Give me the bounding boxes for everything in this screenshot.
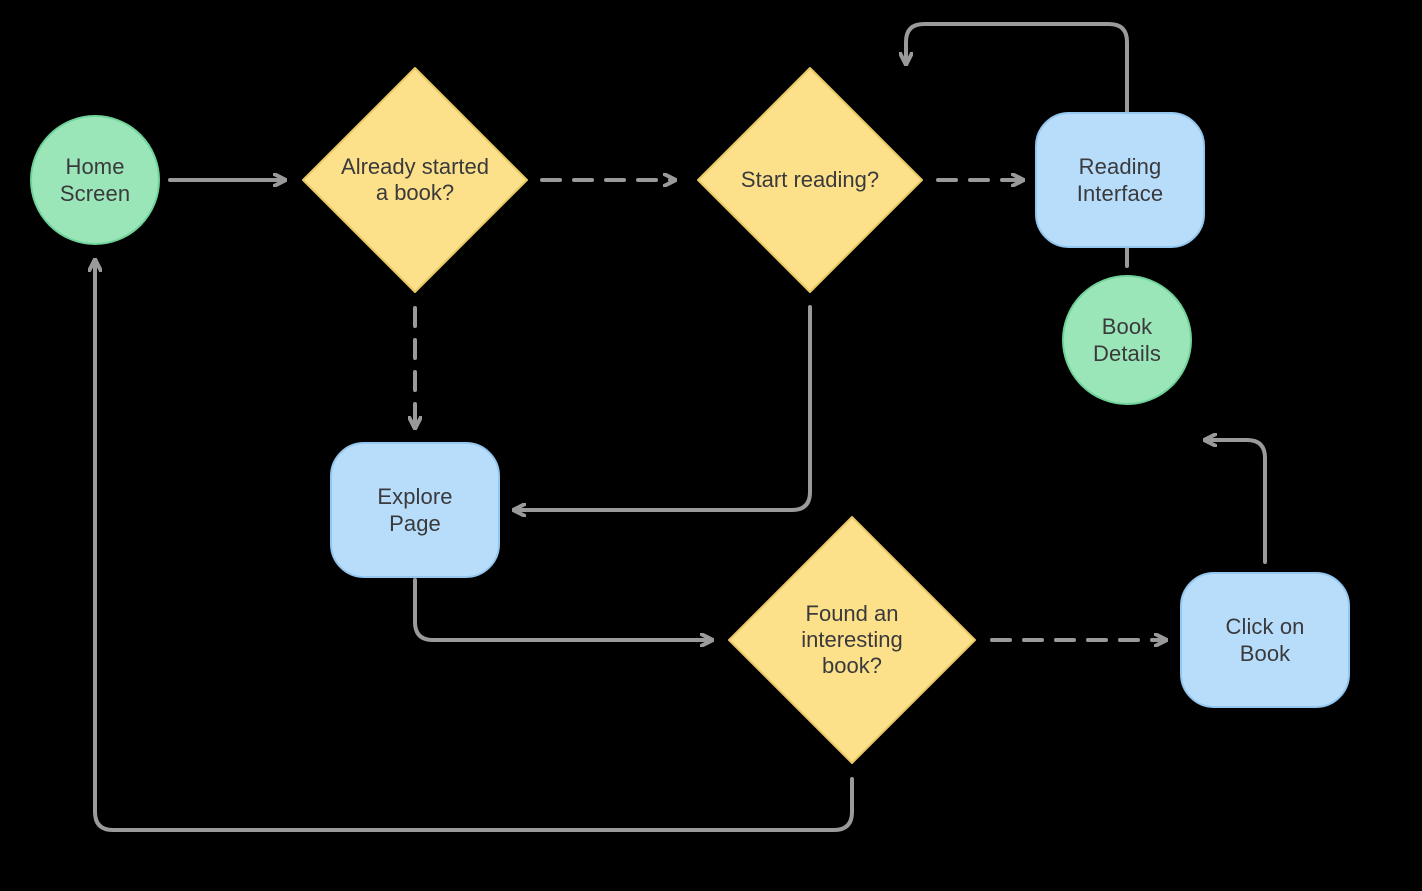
node-details: Book Details [1062, 275, 1192, 405]
node-label: Found an interesting book? [726, 514, 978, 766]
edge-start-to-explore [514, 307, 810, 510]
node-label: Home Screen [40, 153, 150, 208]
node-label: Start reading? [695, 65, 925, 295]
edge-click-to-details [1205, 440, 1265, 562]
node-label: Already started a book? [300, 65, 530, 295]
node-label: Book Details [1072, 313, 1182, 368]
node-label: Click on Book [1200, 613, 1330, 668]
node-home: Home Screen [30, 115, 160, 245]
node-already: Already started a book? [300, 65, 530, 295]
edge-explore-to-found [415, 580, 712, 640]
node-start: Start reading? [695, 65, 925, 295]
node-click: Click on Book [1180, 572, 1350, 708]
node-label: Explore Page [350, 483, 480, 538]
node-found: Found an interesting book? [726, 514, 978, 766]
node-explore: Explore Page [330, 442, 500, 578]
node-reading: Reading Interface [1035, 112, 1205, 248]
flowchart-canvas: Home Screen Already started a book? Start … [0, 0, 1422, 891]
node-label: Reading Interface [1055, 153, 1185, 208]
